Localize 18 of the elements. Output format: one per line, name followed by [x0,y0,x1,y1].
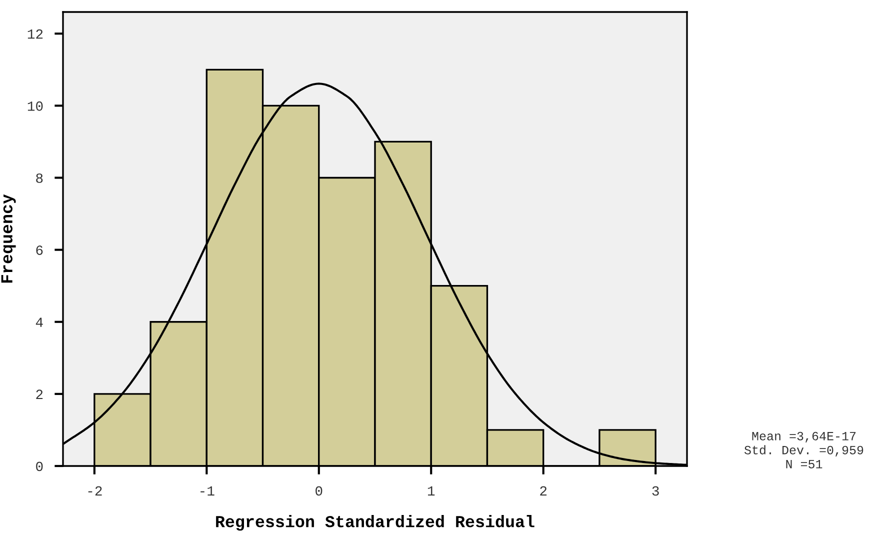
text: Std. Dev. =0,959 [744,445,864,456]
x-tick-label: 1 [428,486,435,496]
y-axis-title: Frequency [1,194,16,283]
text: Mean =3,64E-17 [752,432,856,442]
x-axis-title: Regression Standardized Residual [216,515,534,531]
x-tick-label: 2 [540,486,547,496]
x-tick-label: -1 [200,486,214,496]
y-tick-label: 10 [28,101,43,111]
x-tick-label: 0 [316,486,322,496]
y-tick-label: 6 [36,246,43,255]
y-tick-label: 8 [36,173,43,183]
text: N =51 [786,460,822,468]
y-tick-label: 12 [28,29,43,39]
y-tick-label: 4 [36,318,43,327]
y-tick-label: 2 [36,390,43,399]
x-tick-label: -2 [88,486,102,496]
y-tick-label: 0 [36,462,43,472]
x-tick-label: 3 [652,486,659,496]
